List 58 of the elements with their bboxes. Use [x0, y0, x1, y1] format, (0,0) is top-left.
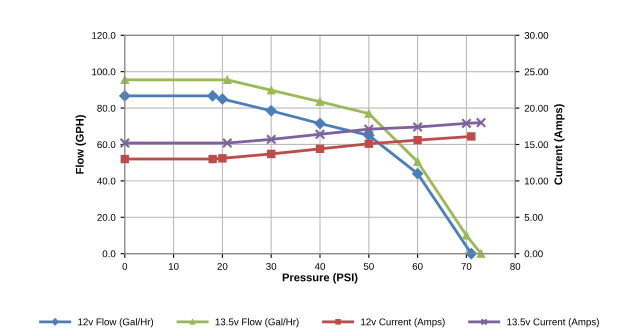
x-tick-label: 70: [461, 262, 472, 270]
point: [222, 138, 232, 148]
x-tick-label: 40: [314, 262, 326, 270]
x-tick-label: 80: [510, 262, 520, 270]
y2-tick-label: 15.00: [524, 141, 548, 148]
point: [364, 124, 374, 134]
legend-label: 12v Flow (Gal/Hr): [78, 318, 154, 328]
point: [476, 117, 486, 128]
x-tick-label: 10: [168, 262, 179, 270]
x-tick-label: 30: [266, 262, 276, 270]
y2-tick-label: 0.00: [524, 250, 543, 258]
y-tick-label: 20.0: [97, 214, 116, 221]
point: [412, 168, 424, 180]
x-tick-label: 50: [364, 262, 374, 270]
x-tick-label: 20: [217, 262, 228, 270]
y2-tick-label: 20.00: [524, 104, 548, 112]
x-tick-label: 60: [412, 262, 423, 270]
point: [266, 134, 276, 145]
y-tick-label: 40.0: [97, 178, 116, 184]
point: [316, 98, 324, 106]
y2-tick-label: 5.00: [524, 214, 543, 221]
x-tick-label: 0: [122, 262, 128, 270]
point: [413, 158, 422, 166]
point: [462, 231, 471, 240]
point: [476, 250, 486, 258]
point: [364, 109, 373, 118]
y-tick-label: 60.0: [97, 141, 116, 148]
y-tick-label: 0.0: [102, 250, 116, 258]
y-tick-label: 80.0: [97, 104, 116, 112]
y-tick-label: 100.0: [92, 68, 116, 76]
point: [207, 90, 218, 102]
y-axis-title: Flow (GPH): [76, 115, 86, 174]
y2-tick-label: 30.00: [524, 32, 548, 39]
point: [267, 86, 276, 94]
point: [208, 154, 217, 164]
x-axis-title: Pressure (PSI): [282, 273, 358, 284]
legend-label: 13.5v Flow (Gal/Hr): [216, 318, 299, 328]
point: [120, 138, 130, 148]
point: [120, 154, 129, 164]
y2-tick-label: 10.00: [524, 178, 548, 184]
point: [413, 136, 422, 144]
point: [216, 93, 228, 105]
point: [412, 122, 423, 132]
point: [364, 140, 373, 148]
point: [467, 132, 476, 141]
point: [314, 118, 326, 130]
point: [461, 118, 472, 129]
legend-label: 13.5v Current (Amps): [507, 318, 599, 328]
point: [316, 144, 324, 154]
y2-tick-label: 25.00: [524, 68, 548, 76]
point: [218, 154, 227, 162]
point: [266, 105, 277, 116]
y2-axis-title: Current (Amps): [554, 104, 564, 185]
point: [267, 150, 276, 158]
legend-label: 12v Current (Amps): [361, 318, 445, 328]
point: [223, 76, 232, 84]
point: [314, 129, 326, 140]
y-tick-label: 120.0: [92, 32, 116, 39]
